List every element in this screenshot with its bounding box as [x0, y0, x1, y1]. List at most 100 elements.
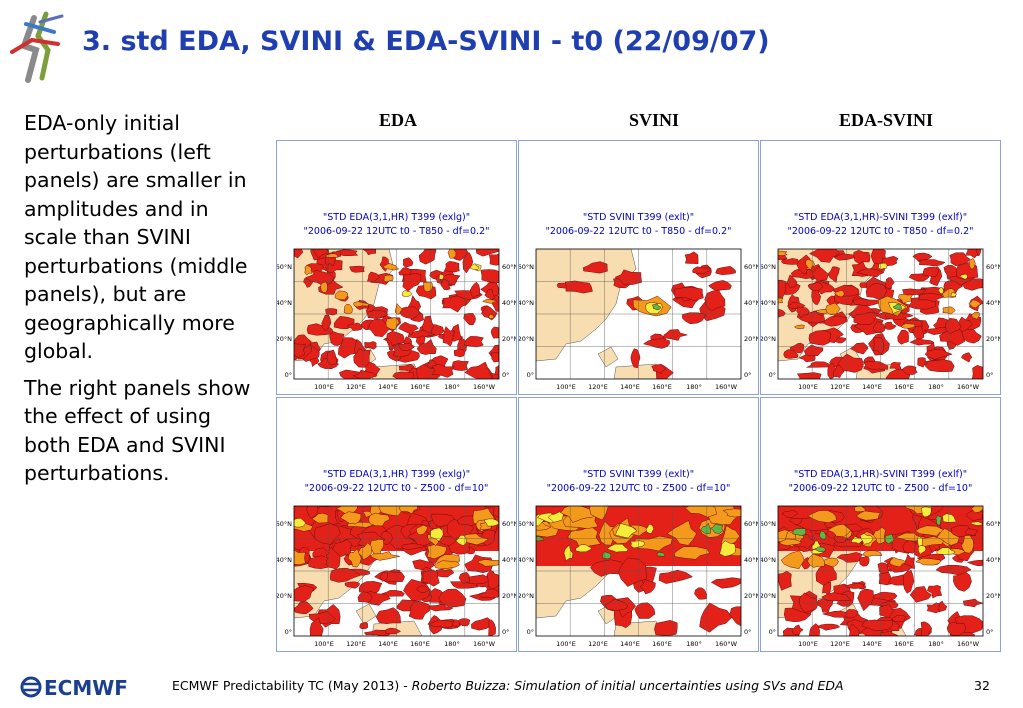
lon-tick-label: 160°E	[652, 383, 672, 391]
panel-title-line-2: "2006-09-22 12UTC t0 - T850 - df=0.2"	[788, 226, 974, 237]
lon-tick-label: 140°E	[378, 640, 398, 648]
slide-body: EDA-only initial perturbations (left pan…	[24, 109, 264, 496]
lon-tick-label: 160°E	[410, 383, 430, 391]
lon-tick-label: 140°E	[620, 640, 640, 648]
lon-tick-label: 160°W	[957, 640, 980, 648]
lon-tick-label: 180°	[686, 383, 702, 391]
map-panel-eda-z500: "STD EDA(3,1,HR) T399 (exlg)" "2006-09-22…	[276, 397, 517, 652]
column-header-eda-svini: EDA-SVINI	[838, 110, 934, 130]
lon-tick-label: 100°E	[556, 383, 576, 391]
lat-tick-label-left: 40°N	[761, 299, 776, 307]
ecmwf-logo-icon: ECMWF	[20, 676, 128, 698]
lat-tick-label-right: 60°N	[502, 263, 516, 271]
panel-title-line-1: "STD SVINI T399 (exlt)"	[583, 469, 694, 480]
lon-tick-label: 100°E	[556, 640, 576, 648]
panel-title-line-1: "STD EDA(3,1,HR) T399 (exlg)"	[323, 212, 470, 223]
lat-tick-label-left: 0°	[285, 628, 292, 636]
lon-tick-label: 100°E	[798, 640, 818, 648]
lat-tick-label-left: 60°N	[277, 520, 292, 528]
lat-tick-label-left: 20°N	[761, 592, 776, 600]
lon-tick-label: 100°E	[314, 383, 334, 391]
lon-tick-label: 120°E	[346, 383, 366, 391]
lat-tick-label-left: 20°N	[519, 592, 534, 600]
panel-title-line-2: "2006-09-22 12UTC t0 - Z500 - df=10"	[789, 483, 973, 494]
ecmwf-figure-logo-icon	[10, 11, 64, 83]
lon-tick-label: 120°E	[346, 640, 366, 648]
lat-tick-label-right: 40°N	[986, 299, 1000, 307]
footer-citation: ECMWF Predictability TC (May 2013) - Rob…	[172, 678, 844, 693]
lat-tick-label-left: 0°	[769, 371, 776, 379]
lat-tick-label-left: 0°	[769, 628, 776, 636]
lon-tick-label: 140°E	[620, 383, 640, 391]
panel-title-line-1: "STD SVINI T399 (exlt)"	[583, 212, 694, 223]
column-header-eda: EDA	[378, 110, 417, 130]
lon-tick-label: 100°E	[314, 640, 334, 648]
lat-tick-label-left: 40°N	[519, 299, 534, 307]
lat-tick-label-right: 40°N	[744, 556, 758, 564]
lon-tick-label: 160°W	[473, 383, 496, 391]
lon-tick-label: 160°W	[957, 383, 980, 391]
paragraph-right-panels-description: The right panels show the effect of usin…	[24, 375, 251, 486]
lon-tick-label: 160°E	[652, 640, 672, 648]
lon-tick-label: 120°E	[830, 383, 850, 391]
lat-tick-label-left: 20°N	[761, 335, 776, 343]
lat-tick-label-left: 40°N	[277, 299, 292, 307]
lon-tick-label: 160°E	[894, 640, 914, 648]
panel-title-line-1: "STD EDA(3,1,HR) T399 (exlg)"	[323, 469, 470, 480]
lon-tick-label: 160°E	[894, 383, 914, 391]
panel-title-line-1: "STD EDA(3,1,HR)-SVINI T399 (exlf)"	[794, 469, 967, 480]
lat-tick-label-left: 40°N	[277, 556, 292, 564]
map-panel-eda-svini-t850: "STD EDA(3,1,HR)-SVINI T399 (exlf)" "2006…	[760, 140, 1001, 395]
paragraph-eda-description: EDA-only initial perturbations (left pan…	[24, 111, 248, 363]
lat-tick-label-right: 60°N	[502, 520, 516, 528]
lat-tick-label-left: 40°N	[761, 556, 776, 564]
lat-tick-label-right: 40°N	[986, 556, 1000, 564]
lon-tick-label: 160°E	[410, 640, 430, 648]
lat-tick-label-right: 0°	[986, 371, 993, 379]
lat-tick-label-right: 40°N	[744, 299, 758, 307]
lat-tick-label-left: 60°N	[277, 263, 292, 271]
lat-tick-label-right: 20°N	[744, 592, 758, 600]
map-panel-svini-z500: "STD SVINI T399 (exlt)" "2006-09-22 12UTC…	[518, 397, 759, 652]
lat-tick-label-right: 0°	[744, 371, 751, 379]
lon-tick-label: 140°E	[378, 383, 398, 391]
panel-title-line-2: "2006-09-22 12UTC t0 - Z500 - df=10"	[547, 483, 731, 494]
lon-tick-label: 180°	[686, 640, 702, 648]
lon-tick-label: 180°	[928, 640, 944, 648]
lat-tick-label-left: 60°N	[519, 520, 534, 528]
panel-title-line-2: "2006-09-22 12UTC t0 - Z500 - df=10"	[305, 483, 489, 494]
lat-tick-label-left: 40°N	[519, 556, 534, 564]
map-field	[536, 506, 741, 636]
panel-title-line-2: "2006-09-22 12UTC t0 - T850 - df=0.2"	[546, 226, 732, 237]
lat-tick-label-right: 60°N	[986, 520, 1000, 528]
lon-tick-label: 180°	[444, 383, 460, 391]
lat-tick-label-left: 20°N	[519, 335, 534, 343]
map-field	[294, 249, 499, 379]
lat-tick-label-right: 20°N	[986, 335, 1000, 343]
page-number: 32	[974, 678, 990, 693]
footer-event: ECMWF Predictability TC (May 2013) -	[172, 678, 412, 693]
footer-logo-text: ECMWF	[44, 676, 128, 698]
panel-title-line-1: "STD EDA(3,1,HR)-SVINI T399 (exlf)"	[794, 212, 967, 223]
lat-tick-label-right: 60°N	[744, 520, 758, 528]
lon-tick-label: 120°E	[588, 383, 608, 391]
lat-tick-label-right: 20°N	[502, 592, 516, 600]
lat-tick-label-left: 0°	[285, 371, 292, 379]
lat-tick-label-right: 20°N	[502, 335, 516, 343]
lat-tick-label-right: 0°	[502, 628, 509, 636]
lat-tick-label-right: 0°	[744, 628, 751, 636]
map-panel-eda-svini-z500: "STD EDA(3,1,HR)-SVINI T399 (exlf)" "2006…	[760, 397, 1001, 652]
lat-tick-label-right: 20°N	[744, 335, 758, 343]
lat-tick-label-left: 20°N	[277, 592, 292, 600]
lat-tick-label-left: 60°N	[761, 520, 776, 528]
lat-tick-label-left: 0°	[527, 628, 534, 636]
lat-tick-label-right: 0°	[502, 371, 509, 379]
panel-title-line-2: "2006-09-22 12UTC t0 - T850 - df=0.2"	[304, 226, 490, 237]
lon-tick-label: 140°E	[862, 640, 882, 648]
lon-tick-label: 120°E	[588, 640, 608, 648]
lat-tick-label-left: 20°N	[277, 335, 292, 343]
lat-tick-label-left: 60°N	[519, 263, 534, 271]
lat-tick-label-right: 40°N	[502, 299, 516, 307]
lon-tick-label: 160°W	[473, 640, 496, 648]
map-field	[778, 506, 983, 636]
